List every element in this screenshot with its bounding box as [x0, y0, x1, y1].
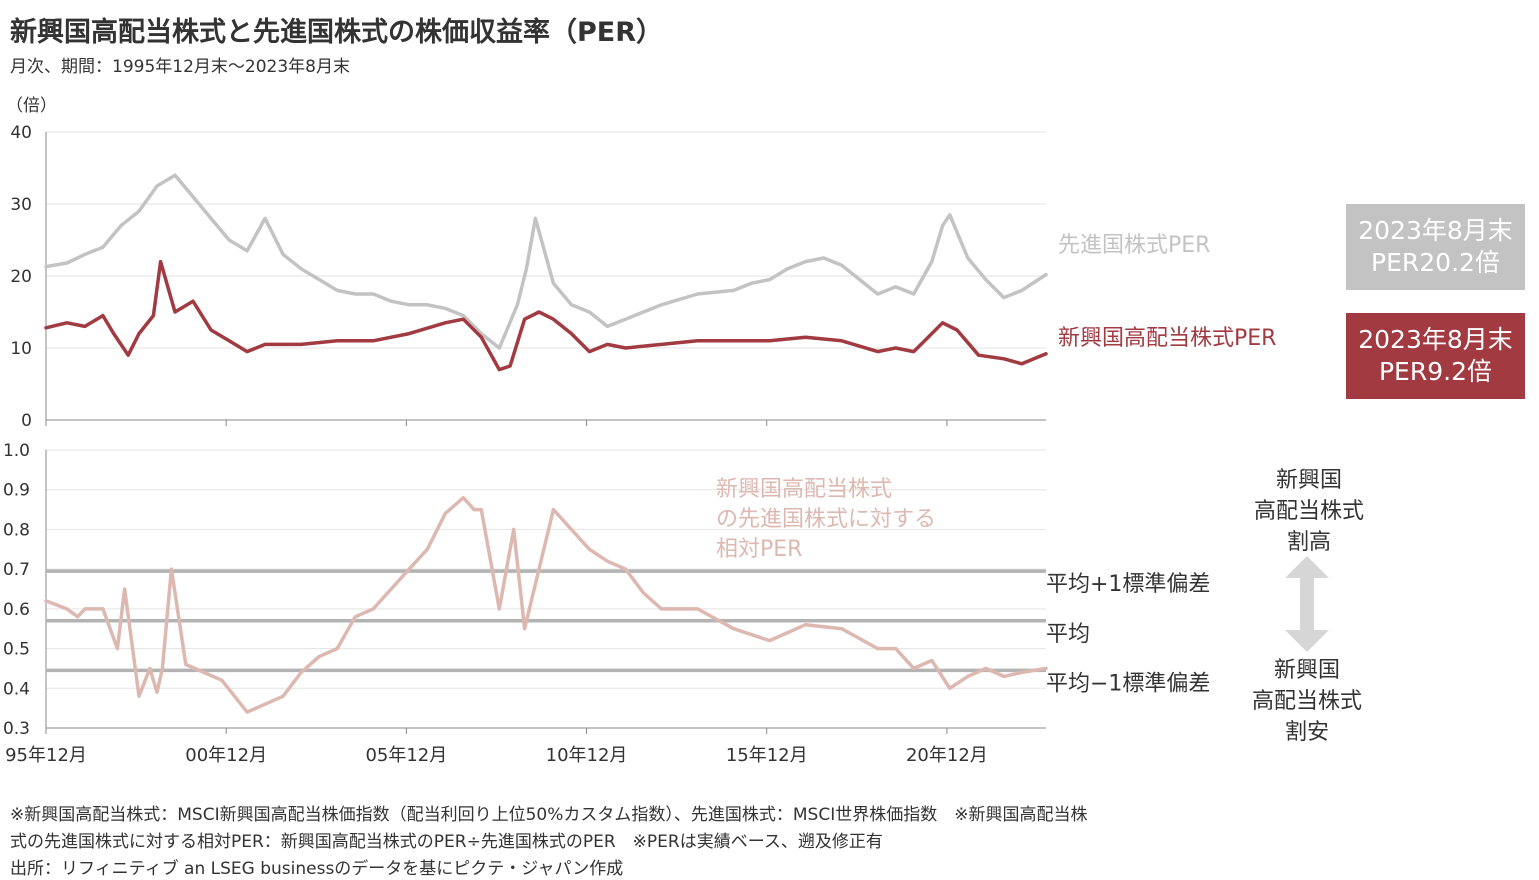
top-y-tick-label: 30: [10, 195, 32, 215]
footnote-2: 式の先進国株式に対する相対PER：新興国高配当株式のPER÷先進国株式のPER …: [10, 832, 883, 852]
overvalued-line-2: 高配当株式: [1253, 499, 1364, 524]
mean-minus-1sd-label: 平均−1標準偏差: [1046, 671, 1210, 696]
chart-title: 新興国高配当株式と先進国株式の株価収益率（PER）: [10, 17, 664, 48]
emerging-latest-value: PER9.2倍: [1378, 357, 1492, 386]
x-tick-label: 15年12月: [726, 745, 808, 766]
top-y-tick-label: 0: [21, 411, 32, 431]
x-tick-label: 20年12月: [906, 745, 988, 766]
bottom-y-tick-label: 0.8: [3, 520, 30, 540]
undervalued-label: 新興国 高配当株式 割安: [1217, 655, 1397, 748]
overvalued-label: 新興国 高配当株式 割高: [1219, 465, 1399, 558]
footnote-1: ※新興国高配当株式：MSCI新興国高配当株価指数（配当利回り上位50%カスタム指…: [10, 805, 1088, 825]
undervalued-line-2: 高配当株式: [1251, 689, 1362, 714]
developed-series-label: 先進国株式PER: [1058, 233, 1210, 258]
undervalued-line-1: 新興国: [1273, 658, 1340, 683]
bottom-y-tick-label: 1.0: [3, 441, 30, 461]
relative-series-label-line: の先進国株式に対する: [716, 507, 936, 532]
developed-per-line: [44, 173, 1048, 350]
mean-label: 平均: [1046, 622, 1090, 647]
top-y-tick-label: 40: [10, 123, 32, 143]
bottom-y-tick-label: 0.5: [3, 640, 30, 660]
bottom-y-tick-label: 0.6: [3, 600, 30, 620]
bottom-y-tick-label: 0.3: [3, 719, 30, 739]
undervalued-line-3: 割安: [1284, 720, 1329, 745]
x-tick-label: 00年12月: [185, 745, 267, 766]
emerging-latest-box: 2023年8月末 PER9.2倍: [1346, 313, 1525, 399]
top-y-tick-label: 10: [10, 339, 32, 359]
x-tick-label: 05年12月: [365, 745, 447, 766]
emerging-high-dividend-per-line: [44, 259, 1048, 372]
developed-latest-value: PER20.2倍: [1371, 248, 1500, 277]
emerging-series-label: 新興国高配当株式PER: [1058, 326, 1276, 351]
emerging-latest-date: 2023年8月末: [1358, 325, 1513, 354]
overvalued-line-3: 割高: [1286, 530, 1331, 555]
relative-series-label-line: 新興国高配当株式: [716, 477, 892, 502]
valuation-double-arrow-icon: [1285, 556, 1329, 652]
relative-series-label-line: 相対PER: [716, 537, 802, 562]
chart-subtitle: 月次、期間：1995年12月末～2023年8月末: [10, 57, 350, 77]
bottom-y-tick-label: 0.7: [3, 560, 30, 580]
mean-plus-1sd-label: 平均+1標準偏差: [1046, 572, 1210, 597]
x-tick-label: 10年12月: [546, 745, 628, 766]
bottom-y-tick-label: 0.9: [3, 481, 30, 501]
source-note: 出所：リフィニティブ an LSEG businessのデータを基にピクテ・ジャ…: [10, 859, 624, 879]
bottom-y-tick-label: 0.4: [3, 679, 30, 699]
x-tick-label: 95年12月: [5, 745, 87, 766]
relative-per-line: [44, 495, 1048, 714]
developed-latest-date: 2023年8月末: [1358, 216, 1513, 245]
top-y-tick-label: 20: [10, 267, 32, 287]
developed-latest-box: 2023年8月末 PER20.2倍: [1346, 204, 1525, 290]
overvalued-line-1: 新興国: [1275, 468, 1342, 493]
top-y-axis-label: （倍）: [6, 96, 57, 116]
